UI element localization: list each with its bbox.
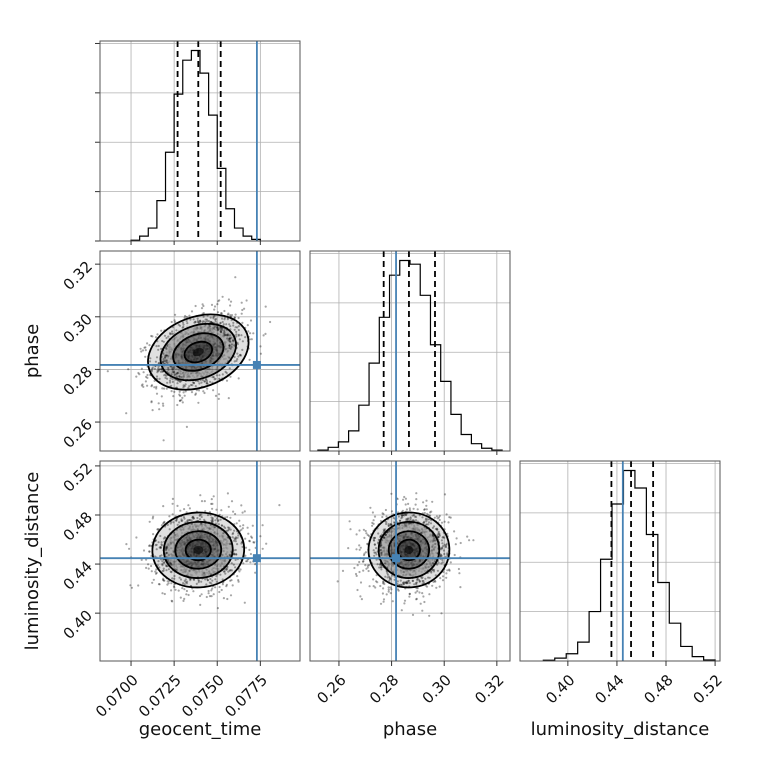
contour-1	[387, 530, 431, 570]
x-tick-label: 0.0775	[221, 671, 271, 721]
axes-frame-luminosity_distance	[519, 460, 721, 662]
samples-scatter	[336, 492, 475, 617]
histogram-geocent_time	[130, 49, 261, 241]
contours	[151, 511, 246, 589]
axes-frame-geocent_time-luminosity_distance	[99, 460, 301, 662]
contour-0	[184, 538, 212, 562]
x-axis-label-geocent_time: geocent_time	[139, 719, 262, 740]
axes-frame-geocent_time	[99, 40, 301, 242]
axes-frame-phase-luminosity_distance	[309, 460, 511, 662]
truth-marker	[252, 554, 261, 563]
y-tick-label: 0.48	[60, 508, 96, 544]
contour-1	[172, 332, 225, 372]
scatter-panel-phase-vs-luminosity_distance	[310, 461, 510, 661]
x-axis-label-phase: phase	[383, 719, 437, 740]
contours	[367, 511, 451, 589]
contour-2	[162, 520, 234, 579]
histogram-phase	[317, 259, 503, 451]
contour-0	[396, 538, 421, 562]
contour-2	[377, 520, 441, 579]
x-tick-label: 0.32	[471, 671, 507, 707]
hist-panel-luminosity_distance	[520, 461, 720, 661]
x-tick-label: 0.28	[366, 671, 402, 707]
y-tick-label: 0.26	[60, 415, 96, 451]
scatter-panel-geocent_time-vs-luminosity_distance	[100, 461, 300, 661]
x-tick-label: 0.30	[419, 671, 455, 707]
truth-marker	[252, 360, 261, 369]
x-tick-label: 0.44	[591, 671, 627, 707]
density-shading	[152, 512, 245, 588]
x-axis-label-luminosity_distance: luminosity_distance	[531, 719, 710, 740]
y-tick-label: 0.32	[60, 257, 96, 293]
x-tick-label: 0.0700	[92, 671, 142, 721]
scatter-panel-geocent_time-vs-phase	[100, 251, 300, 451]
density-shading	[147, 314, 249, 390]
axes-frame-phase	[309, 250, 511, 452]
x-tick-label: 0.26	[313, 671, 349, 707]
x-tick-label: 0.40	[542, 671, 578, 707]
x-tick-label: 0.52	[689, 671, 725, 707]
x-tick-label: 0.0750	[178, 671, 228, 721]
axes-frame-geocent_time-phase	[99, 250, 301, 452]
contour-0	[183, 340, 214, 364]
x-tick-label: 0.0725	[135, 671, 185, 721]
y-tick-label: 0.52	[60, 459, 96, 495]
contour-3	[367, 511, 451, 589]
x-tick-label: 0.48	[640, 671, 676, 707]
contour-1	[174, 530, 223, 570]
density-shading	[368, 512, 450, 588]
contour-3	[147, 313, 250, 391]
y-tick-label: 0.44	[60, 557, 96, 593]
hist-panel-geocent_time	[95, 41, 300, 242]
contour-3	[151, 511, 246, 589]
truth-marker	[392, 554, 401, 563]
hist-panel-phase	[310, 251, 510, 451]
y-axis-label-phase: phase	[22, 324, 43, 378]
y-axis-label-luminosity_distance: luminosity_distance	[22, 472, 43, 651]
y-tick-label: 0.30	[60, 310, 96, 346]
y-tick-label: 0.40	[60, 606, 96, 642]
histogram-luminosity_distance	[542, 469, 716, 661]
y-tick-label: 0.28	[60, 363, 96, 399]
